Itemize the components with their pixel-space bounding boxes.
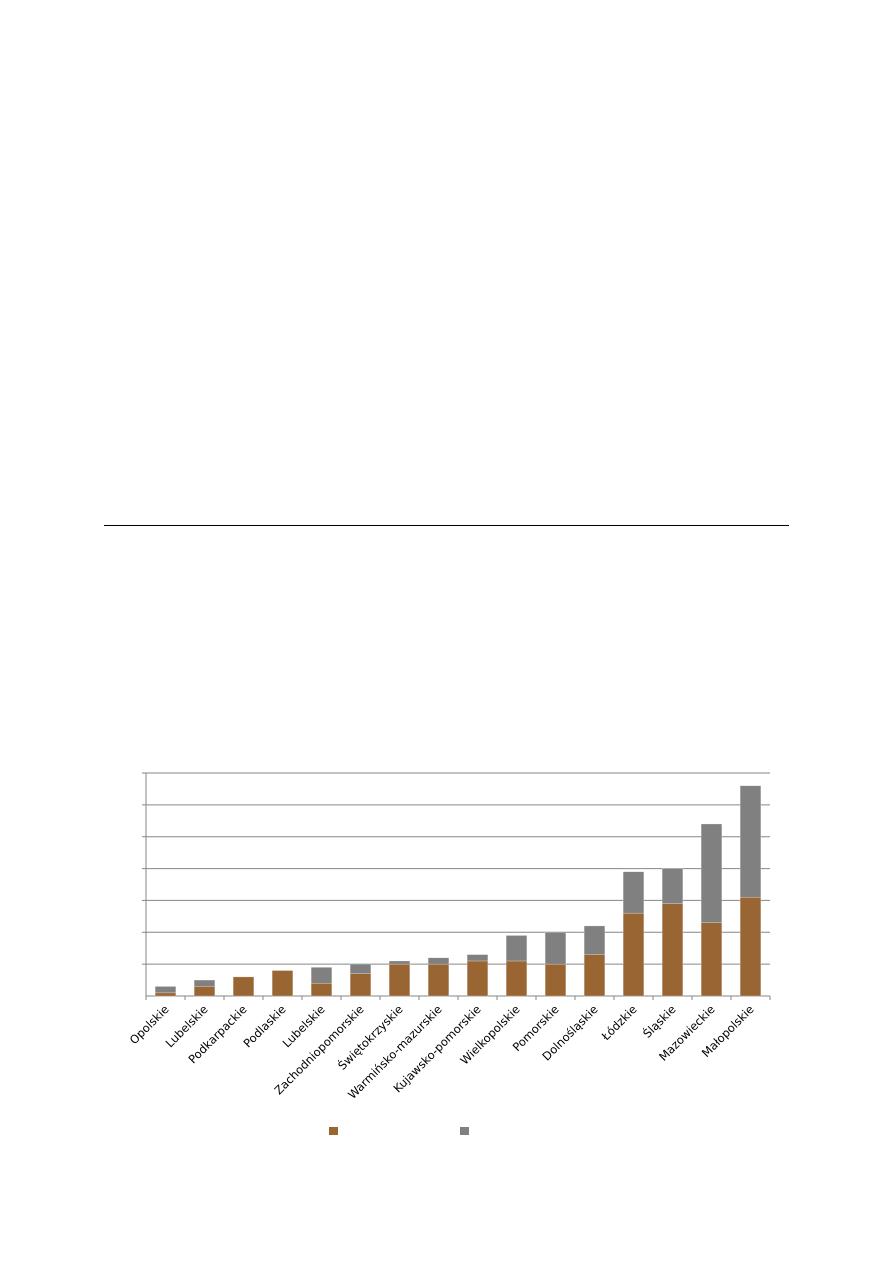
legend-swatch-series-2 — [460, 1127, 469, 1135]
bar-segment-series-1 — [544, 963, 567, 997]
bar-segment-series-2 — [739, 785, 762, 898]
x-tick-label: Świętokrzyskie — [334, 1002, 405, 1073]
bar-segment-series-2 — [388, 960, 411, 965]
bar-segment-series-2 — [622, 871, 645, 914]
bar-segment-series-1 — [739, 896, 762, 997]
bar-segment-series-2 — [349, 963, 372, 975]
bar-segment-series-1 — [154, 992, 177, 997]
bar-segment-series-2 — [700, 823, 723, 924]
bar-segment-series-2 — [505, 935, 528, 962]
bar-segment-series-1 — [193, 986, 216, 997]
bar-segment-series-1 — [349, 973, 372, 997]
bar-segment-series-1 — [505, 960, 528, 997]
bar-segment-series-1 — [271, 970, 294, 997]
bar-segment-series-2 — [154, 986, 177, 994]
horizontal-rule — [104, 525, 789, 526]
bar-segment-series-1 — [622, 912, 645, 997]
bar-segment-series-2 — [310, 967, 333, 984]
bar-segment-series-1 — [466, 960, 489, 997]
x-tick-label: Śląskie — [639, 1002, 678, 1041]
x-tick-label: Łódzkie — [598, 1002, 640, 1044]
bar-segment-series-2 — [193, 979, 216, 987]
bar-segment-series-1 — [310, 982, 333, 997]
bar-segment-series-1 — [232, 976, 255, 997]
bar-segment-series-1 — [700, 922, 723, 997]
bar-segment-series-2 — [544, 931, 567, 965]
bar-segment-series-2 — [661, 868, 684, 904]
bar-segment-series-1 — [661, 903, 684, 997]
bar-segment-series-1 — [388, 963, 411, 997]
legend-swatch-series-1 — [329, 1127, 338, 1135]
bar-segment-series-1 — [427, 963, 450, 997]
bar-segment-series-2 — [583, 925, 606, 955]
bar-segment-series-2 — [466, 954, 489, 962]
bar-segment-series-2 — [427, 957, 450, 965]
bar-segment-series-1 — [583, 954, 606, 997]
